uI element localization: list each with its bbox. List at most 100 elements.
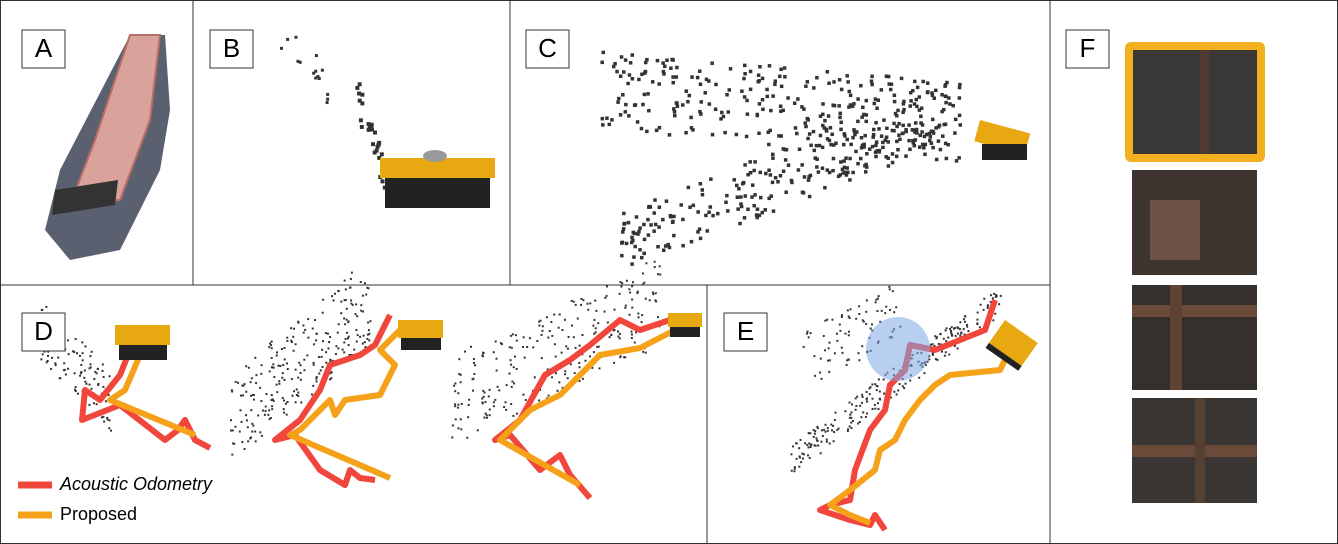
- point: [832, 157, 836, 161]
- point: [280, 47, 283, 50]
- point: [863, 134, 867, 138]
- point: [343, 317, 345, 319]
- point: [621, 230, 625, 234]
- point: [359, 118, 363, 122]
- point: [758, 102, 762, 106]
- point: [763, 208, 767, 212]
- point: [915, 98, 919, 102]
- point: [629, 314, 631, 316]
- point: [857, 352, 859, 354]
- point: [707, 211, 711, 215]
- point: [271, 357, 273, 359]
- point: [801, 190, 805, 194]
- point: [844, 156, 848, 160]
- point: [649, 223, 653, 227]
- point: [918, 134, 922, 138]
- point: [889, 309, 891, 311]
- point: [345, 338, 347, 340]
- point: [826, 319, 828, 321]
- point: [346, 308, 348, 310]
- point: [558, 327, 560, 329]
- point: [298, 322, 300, 324]
- point: [918, 377, 920, 379]
- point: [821, 102, 825, 106]
- point: [808, 132, 812, 136]
- point: [364, 282, 366, 284]
- point: [913, 144, 917, 148]
- point: [654, 299, 656, 301]
- point: [265, 406, 267, 408]
- point: [711, 133, 715, 137]
- point: [589, 355, 591, 357]
- point: [955, 335, 957, 337]
- point: [804, 125, 808, 129]
- point: [945, 340, 947, 342]
- point: [619, 333, 621, 335]
- point: [567, 348, 569, 350]
- point: [331, 295, 333, 297]
- point: [840, 88, 844, 92]
- point: [313, 362, 315, 364]
- point: [824, 320, 826, 322]
- point: [538, 400, 540, 402]
- point: [815, 165, 819, 169]
- point: [635, 215, 639, 219]
- point: [622, 227, 626, 231]
- point: [59, 377, 61, 379]
- point: [817, 445, 819, 447]
- point: [784, 158, 788, 162]
- point: [516, 368, 518, 370]
- point: [862, 145, 866, 149]
- point: [909, 380, 911, 382]
- point: [316, 380, 318, 382]
- point: [252, 425, 254, 427]
- point: [776, 180, 780, 184]
- point: [862, 396, 864, 398]
- point: [822, 435, 824, 437]
- point: [761, 77, 765, 81]
- point: [914, 138, 918, 142]
- point: [769, 173, 773, 177]
- point: [643, 93, 647, 97]
- point: [704, 91, 708, 95]
- point: [555, 372, 557, 374]
- point: [823, 335, 825, 337]
- point: [484, 392, 486, 394]
- point: [757, 132, 761, 136]
- point: [642, 351, 644, 353]
- point: [1000, 295, 1002, 297]
- point: [505, 409, 507, 411]
- point: [286, 340, 288, 342]
- point: [814, 430, 816, 432]
- point: [675, 75, 679, 79]
- point: [950, 330, 952, 332]
- point: [455, 418, 457, 420]
- point: [810, 332, 812, 334]
- point: [855, 405, 857, 407]
- point: [931, 118, 935, 122]
- point: [771, 181, 775, 185]
- point: [101, 416, 103, 418]
- point: [855, 409, 857, 411]
- point: [826, 137, 830, 141]
- point: [554, 343, 556, 345]
- point: [652, 293, 654, 295]
- point: [853, 130, 857, 134]
- point: [793, 470, 795, 472]
- point: [630, 236, 634, 240]
- point: [656, 245, 660, 249]
- point: [944, 101, 948, 105]
- point: [593, 319, 595, 321]
- point: [896, 148, 900, 152]
- point: [957, 333, 959, 335]
- point: [862, 411, 864, 413]
- point: [282, 364, 284, 366]
- point: [827, 360, 829, 362]
- point: [787, 163, 791, 167]
- point: [829, 126, 833, 130]
- point: [849, 414, 851, 416]
- point: [810, 444, 812, 446]
- point: [106, 417, 108, 419]
- point: [645, 352, 647, 354]
- point: [582, 299, 584, 301]
